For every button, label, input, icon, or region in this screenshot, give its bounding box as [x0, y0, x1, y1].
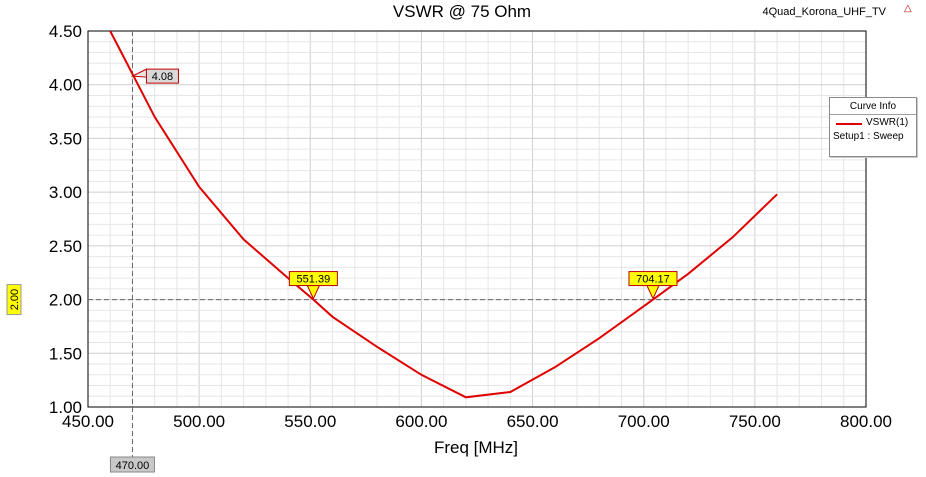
legend-series-label: VSWR(1) — [866, 117, 909, 128]
x-tick-label: 700.00 — [618, 412, 670, 431]
y-tick-label: 1.00 — [49, 398, 82, 417]
grid — [88, 31, 866, 407]
marker-point: 4.08 — [130, 68, 179, 84]
reference-y-tag: 2.00 — [6, 284, 22, 316]
marker-point: 704.17 — [628, 271, 678, 300]
y-tick-label: 1.50 — [49, 344, 82, 363]
marker-label: 704.17 — [636, 274, 670, 286]
x-tick-label: 750.00 — [729, 412, 781, 431]
marker-point: 551.39 — [288, 271, 338, 300]
marker-label: 4.08 — [152, 71, 173, 83]
marker-pointer — [646, 285, 660, 300]
x-tick-label: 650.00 — [507, 412, 559, 431]
reference-y-tag-label: 2.00 — [9, 289, 21, 310]
reference-y-tag-box — [6, 284, 22, 316]
x-tick-label: 600.00 — [395, 412, 447, 431]
x-tick-label: 500.00 — [173, 412, 225, 431]
y-tick-label: 3.50 — [49, 129, 82, 148]
x-tick-label: 450.00 — [62, 412, 114, 431]
x-axis-label: Freq [MHz] — [434, 438, 518, 457]
project-name: 4Quad_Korona_UHF_TV — [762, 6, 886, 18]
y-tick-label: 4.00 — [49, 76, 82, 95]
y-tick-label: 2.00 — [49, 291, 82, 310]
x-tick-label: 550.00 — [284, 412, 336, 431]
antenna-icon: △ — [904, 3, 912, 14]
marker-label: 551.39 — [297, 274, 331, 286]
marker-box — [145, 68, 179, 84]
y-tick-label: 4.50 — [49, 22, 82, 41]
y-tick-label: 3.00 — [49, 183, 82, 202]
legend[interactable]: Curve Info VSWR(1) Setup1 : Sweep — [829, 97, 917, 157]
marker-pointer — [306, 285, 321, 300]
reference-x-tag-label: 470.00 — [116, 460, 150, 472]
x-tick-label: 800.00 — [840, 412, 892, 431]
legend-sweep-label: Setup1 : Sweep — [833, 131, 904, 142]
legend-title: Curve Info — [830, 98, 916, 115]
y-tick-label: 2.50 — [49, 237, 82, 256]
plot-area[interactable] — [88, 31, 866, 407]
legend-swatch — [836, 123, 862, 125]
reference-x-tag-box — [109, 456, 155, 473]
chart-title: VSWR @ 75 Ohm — [393, 2, 531, 21]
series-line — [109, 31, 778, 399]
reference-x-tag: 470.00 — [109, 456, 155, 473]
plot-frame — [87, 30, 867, 408]
